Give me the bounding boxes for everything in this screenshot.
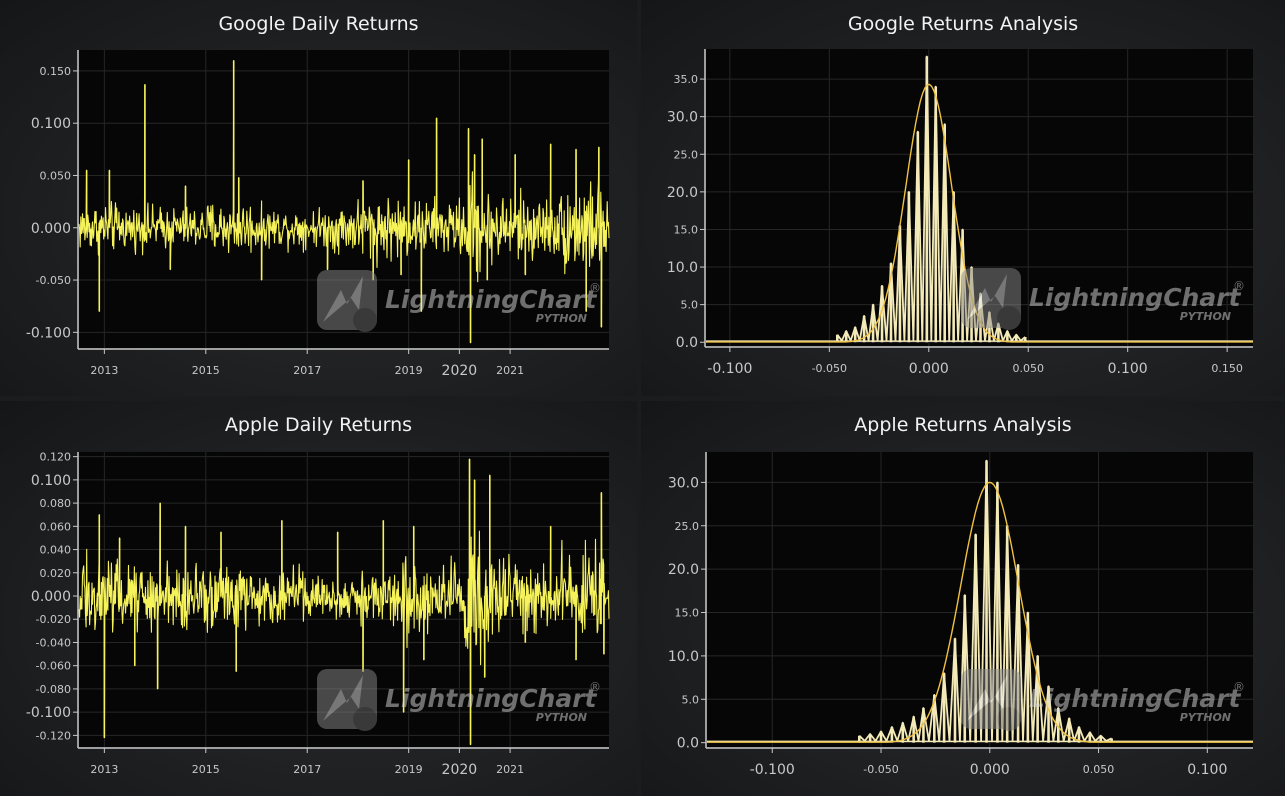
watermark-subtitle: PYTHON bbox=[1180, 310, 1231, 323]
watermark-registered-mark: ® bbox=[1233, 680, 1245, 694]
x-tick-label: 0.100 bbox=[1108, 361, 1148, 377]
y-tick-label: 5.0 bbox=[682, 693, 700, 706]
y-tick-label: -0.080 bbox=[36, 683, 71, 696]
y-tick-label: -0.020 bbox=[36, 613, 71, 626]
x-tick-label: 2013 bbox=[90, 364, 118, 377]
watermark-brand: LightningChart bbox=[1029, 283, 1242, 312]
y-tick-label: 0.000 bbox=[31, 221, 71, 237]
watermark: LightningChart® PYTHON bbox=[961, 669, 1245, 731]
y-tick-label: 0.120 bbox=[40, 451, 72, 464]
watermark-registered-mark: ® bbox=[1233, 279, 1245, 293]
y-tick-label: 0.040 bbox=[40, 544, 72, 557]
y-tick-label: 15.0 bbox=[675, 607, 700, 620]
x-tick-label: -0.050 bbox=[863, 763, 898, 776]
watermark-registered-mark: ® bbox=[589, 281, 601, 295]
y-tick-label: 0.020 bbox=[40, 567, 72, 580]
y-tick-label: 25.0 bbox=[675, 520, 700, 533]
x-tick-label: 2017 bbox=[293, 364, 321, 377]
x-tick-label: -0.050 bbox=[812, 362, 847, 375]
x-tick-label: 0.050 bbox=[1083, 763, 1115, 776]
x-tick-label: 2021 bbox=[496, 364, 524, 377]
x-tick-label: 0.000 bbox=[970, 762, 1010, 778]
y-tick-label: 0.050 bbox=[40, 169, 72, 182]
y-tick-label: 0.150 bbox=[40, 65, 72, 78]
watermark-subtitle: PYTHON bbox=[536, 711, 587, 724]
y-tick-label: 10.0 bbox=[668, 649, 699, 665]
y-tick-label: -0.100 bbox=[26, 705, 71, 721]
y-tick-label: 5.0 bbox=[681, 299, 699, 312]
x-tick-label: 2017 bbox=[293, 763, 321, 776]
y-tick-label: 30.0 bbox=[667, 110, 698, 126]
google-daily-returns-chart[interactable]: LightningChart® PYTHON 0.150 0.100 0.050 0.00… bbox=[0, 0, 637, 396]
y-tick-label: 0.100 bbox=[31, 473, 71, 489]
chart-title: Google Daily Returns bbox=[218, 13, 419, 35]
x-tick-label: 2019 bbox=[395, 763, 423, 776]
y-tick-label: 25.0 bbox=[674, 148, 699, 161]
x-tick-label: 0.000 bbox=[909, 361, 949, 377]
watermark-brand: LightningChart bbox=[385, 684, 598, 713]
x-tick-label: 2020 bbox=[442, 363, 478, 379]
apple-analysis-panel: Apple Returns Analysis LightningChart ® PY… bbox=[641, 401, 1285, 796]
lightning-logo-icon bbox=[961, 268, 1021, 330]
x-tick-label: 0.050 bbox=[1012, 362, 1043, 375]
y-tick-label: -0.060 bbox=[36, 660, 71, 673]
y-tick-label: 30.0 bbox=[668, 475, 699, 491]
y-tick-label: 15.0 bbox=[674, 223, 699, 236]
apple-returns-histogram[interactable]: LightningChart® PYTHON 30.0 25.0 20.0 15.0 10.… bbox=[641, 401, 1285, 796]
watermark-subtitle: PYTHON bbox=[1180, 711, 1231, 724]
watermark: LightningChart® PYTHON bbox=[317, 669, 601, 731]
y-tick-label: 0.0 bbox=[676, 335, 698, 351]
google-returns-panel: Google Daily Returns LightningChart ® PYTH… bbox=[0, 0, 637, 396]
watermark: LightningChart® PYTHON bbox=[961, 268, 1245, 330]
chart-title: Apple Returns Analysis bbox=[854, 414, 1072, 436]
y-tick-label: -0.100 bbox=[26, 325, 71, 341]
y-tick-label: -0.120 bbox=[36, 729, 71, 742]
y-tick-label: -0.050 bbox=[36, 274, 71, 287]
y-tick-label: 0.060 bbox=[40, 520, 72, 533]
returns-series-line bbox=[78, 458, 610, 746]
y-tick-label: 20.0 bbox=[668, 562, 699, 578]
watermark: LightningChart® PYTHON bbox=[317, 270, 601, 332]
histogram-outline bbox=[836, 55, 1026, 342]
x-tick-label: 0.100 bbox=[1187, 762, 1227, 778]
normal-fit-curve bbox=[707, 481, 1253, 743]
watermark-brand: LightningChart bbox=[385, 285, 598, 314]
x-tick-label: 2020 bbox=[442, 762, 478, 778]
watermark-registered-mark: ® bbox=[589, 680, 601, 694]
watermark-subtitle: PYTHON bbox=[536, 312, 587, 325]
apple-daily-returns-chart[interactable]: LightningChart® PYTHON 0.120 0.100 0.080 0.06… bbox=[0, 401, 637, 796]
x-tick-label: 2019 bbox=[395, 364, 423, 377]
x-tick-label: 2015 bbox=[192, 364, 220, 377]
chart-title: Google Returns Analysis bbox=[847, 13, 1079, 35]
x-tick-label: -0.100 bbox=[750, 762, 795, 778]
y-tick-label: 0.100 bbox=[31, 116, 71, 132]
lightning-logo-icon bbox=[961, 669, 1021, 731]
apple-returns-panel: Apple Daily Returns LightningChart ® PYTHO… bbox=[0, 401, 637, 796]
google-returns-histogram[interactable]: LightningChart® PYTHON 35.0 30.0 25.0 20.0 15.… bbox=[641, 0, 1285, 396]
y-tick-label: 0.000 bbox=[31, 589, 71, 605]
y-tick-label: -0.040 bbox=[36, 636, 71, 649]
watermark-brand: LightningChart bbox=[1029, 684, 1242, 713]
y-tick-label: 0.0 bbox=[677, 736, 699, 752]
lightning-logo-icon bbox=[317, 669, 377, 731]
x-tick-label: 2013 bbox=[90, 763, 118, 776]
chart-title: Apple Daily Returns bbox=[224, 414, 413, 436]
y-tick-label: 20.0 bbox=[667, 185, 698, 201]
y-tick-label: 35.0 bbox=[674, 73, 699, 86]
x-tick-label: 0.150 bbox=[1211, 362, 1243, 375]
x-tick-label: 2021 bbox=[496, 763, 524, 776]
y-tick-label: 0.080 bbox=[40, 497, 72, 510]
returns-series-line bbox=[78, 59, 610, 344]
x-tick-label: -0.100 bbox=[707, 361, 752, 377]
y-tick-label: 10.0 bbox=[667, 260, 698, 276]
x-tick-label: 2015 bbox=[192, 763, 220, 776]
google-analysis-panel: Google Returns Analysis LightningChart ® P… bbox=[641, 0, 1285, 396]
lightning-logo-icon bbox=[317, 270, 377, 332]
